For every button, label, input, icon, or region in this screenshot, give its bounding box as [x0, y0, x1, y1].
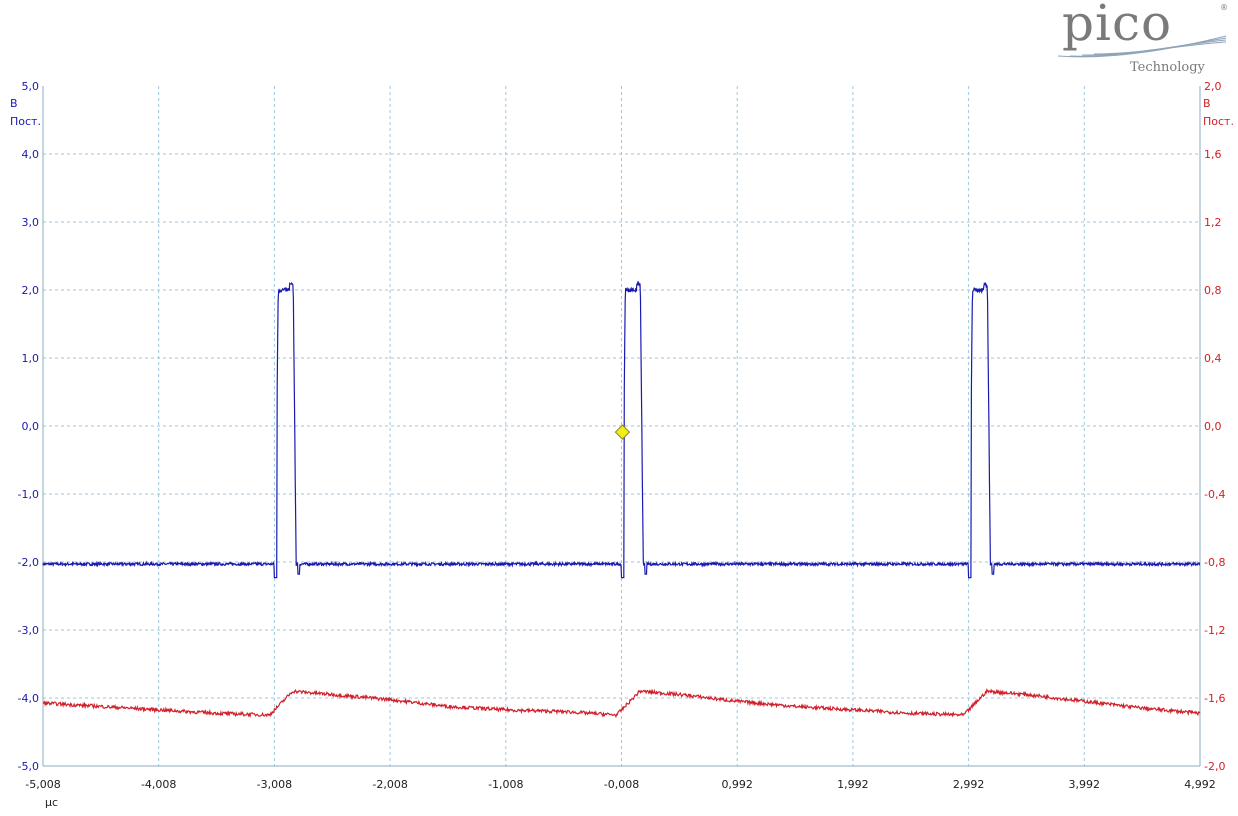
left-tick-label: 1,0	[22, 352, 40, 365]
left-tick-label: -4,0	[18, 692, 39, 705]
right-tick-label: -0,8	[1204, 556, 1225, 569]
pico-logo: pico ® Technology	[1057, 0, 1228, 75]
logo-word: pico	[1062, 0, 1172, 52]
right-tick-label: 1,2	[1204, 216, 1222, 229]
left-tick-label: 4,0	[22, 148, 40, 161]
x-tick-label: 2,992	[953, 778, 985, 791]
trigger-marker[interactable]	[614, 424, 631, 440]
logo-subtitle: Technology	[1130, 60, 1206, 75]
left-tick-label: -3,0	[18, 624, 39, 637]
x-tick-label: -4,008	[141, 778, 176, 791]
x-axis-unit: µс	[45, 796, 58, 809]
x-tick-label: 4,992	[1184, 778, 1216, 791]
x-tick-label: 0,992	[721, 778, 753, 791]
logo-swoosh-icon	[1057, 35, 1227, 58]
logo-registered-mark: ®	[1220, 3, 1228, 12]
traces	[42, 280, 1201, 719]
left-tick-label: -2,0	[18, 556, 39, 569]
left-tick-label: 0,0	[22, 420, 40, 433]
right-tick-label: -0,4	[1204, 488, 1225, 501]
right-axis-unit: В	[1203, 97, 1211, 110]
tick-labels: -5,008 -4,008 -3,008 -2,008 -1,008 -0,008 0,99…	[18, 80, 1226, 791]
right-tick-label: -2,0	[1204, 760, 1225, 773]
right-tick-label: -1,2	[1204, 624, 1225, 637]
x-tick-label: -2,008	[372, 778, 407, 791]
right-tick-label: 2,0	[1204, 80, 1222, 93]
channel-a-trace	[42, 280, 1201, 579]
left-tick-label: 2,0	[22, 284, 40, 297]
left-axis-coupling: Пост.	[10, 115, 41, 128]
right-tick-label: 0,4	[1204, 352, 1222, 365]
right-axis-coupling: Пост.	[1203, 115, 1234, 128]
right-tick-label: -1,6	[1204, 692, 1225, 705]
x-tick-label: -5,008	[25, 778, 60, 791]
x-tick-label: -0,008	[604, 778, 639, 791]
left-tick-label: -5,0	[18, 760, 39, 773]
x-tick-label: -3,008	[257, 778, 292, 791]
right-tick-label: 1,6	[1204, 148, 1222, 161]
x-tick-label: 1,992	[837, 778, 869, 791]
right-tick-label: 0,8	[1204, 284, 1222, 297]
left-tick-label: -1,0	[18, 488, 39, 501]
left-tick-label: 5,0	[22, 80, 40, 93]
x-tick-label: 3,992	[1069, 778, 1101, 791]
left-axis-unit: В	[10, 97, 18, 110]
right-tick-label: 0,0	[1204, 420, 1222, 433]
x-tick-label: -1,008	[488, 778, 523, 791]
left-tick-label: 3,0	[22, 216, 40, 229]
channel-b-trace	[42, 688, 1201, 719]
